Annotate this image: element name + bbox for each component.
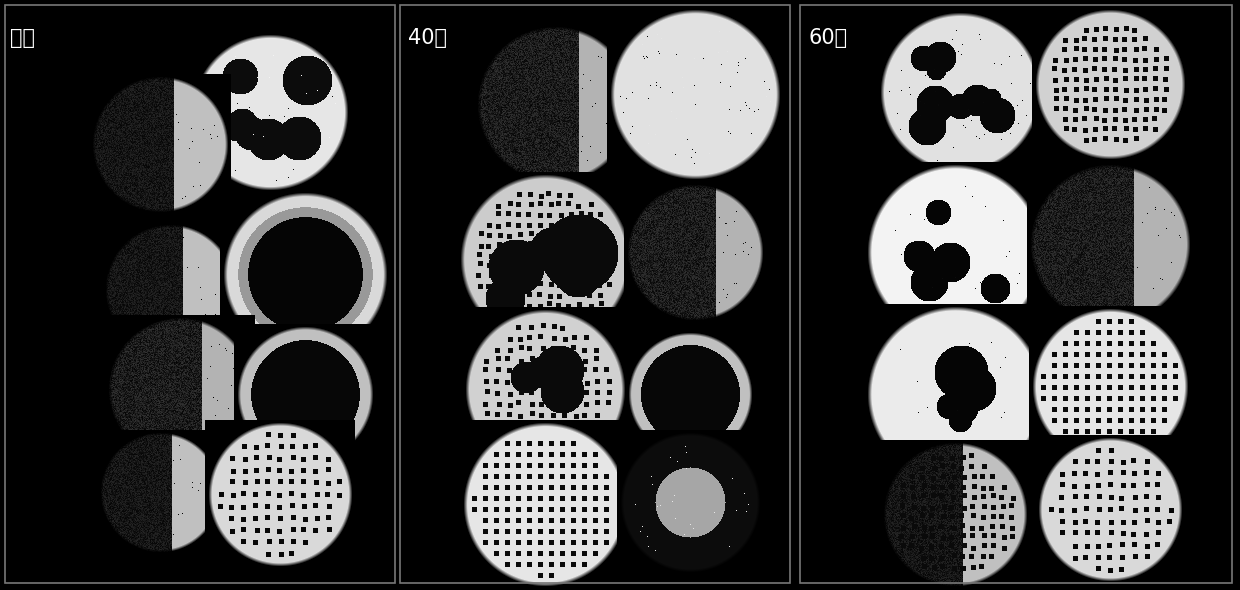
Bar bbox=[800, 5, 1233, 583]
Bar bbox=[401, 5, 790, 583]
Bar bbox=[5, 5, 396, 583]
Text: 常温: 常温 bbox=[10, 28, 35, 48]
Text: 40度: 40度 bbox=[408, 28, 446, 48]
Text: 60度: 60度 bbox=[808, 28, 847, 48]
